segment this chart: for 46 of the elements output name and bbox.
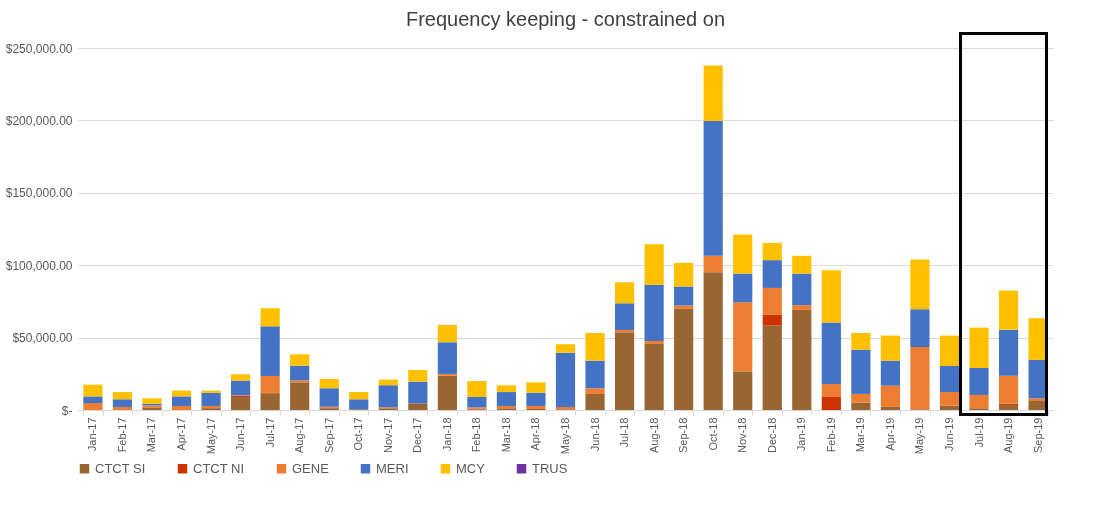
- x-tick-label: Oct-18: [706, 417, 719, 451]
- x-tick-label: Aug-18: [647, 417, 660, 453]
- x-tick-label: Nov-18: [736, 417, 749, 453]
- x-tick-label: May-17: [204, 417, 217, 455]
- x-tick-label: Jun-19: [942, 417, 955, 452]
- legend-label: TRUS: [532, 460, 568, 476]
- y-tick-label: $200,000.00: [5, 113, 73, 128]
- x-tick-label: Jul-17: [263, 417, 276, 448]
- y-tick-label: $150,000.00: [5, 186, 73, 201]
- x-tick-label: Jul-18: [618, 417, 631, 448]
- x-tick-label: Mar-17: [145, 417, 158, 453]
- x-tick-label: Jan-17: [86, 417, 99, 452]
- legend-label: MCY: [456, 460, 486, 476]
- y-tick-label: $50,000.00: [12, 331, 73, 346]
- x-tick-label: Aug-17: [293, 417, 306, 453]
- x-tick-label: Jul-19: [972, 417, 985, 448]
- x-tick-label: Feb-17: [115, 417, 128, 453]
- x-tick-label: Apr-17: [175, 417, 188, 451]
- x-tick-label: Nov-17: [381, 417, 394, 453]
- x-tick-label: Jan-18: [440, 417, 453, 452]
- x-tick-label: Apr-18: [529, 417, 542, 451]
- x-tick-label: Jun-17: [234, 417, 247, 452]
- legend-label: GENE: [292, 460, 330, 476]
- x-tick-label: Oct-17: [352, 417, 365, 451]
- x-tick-label: Feb-19: [824, 417, 837, 453]
- x-tick-label: Mar-18: [499, 417, 512, 453]
- x-tick-label: Sep-18: [677, 417, 690, 453]
- chart-title: Frequency keeping - constrained on: [405, 8, 726, 30]
- x-tick-label: Mar-19: [854, 417, 867, 453]
- x-tick-label: Sep-17: [322, 417, 335, 453]
- legend-label: CTCT SI: [95, 460, 146, 476]
- x-tick-label: Jun-18: [588, 417, 601, 452]
- x-tick-label: Feb-18: [470, 417, 483, 453]
- x-tick-label: Aug-19: [1002, 417, 1015, 453]
- x-tick-label: Dec-18: [765, 417, 778, 453]
- x-tick-label: Apr-19: [883, 417, 896, 451]
- y-tick-label: $-: [61, 403, 73, 418]
- y-tick-label: $100,000.00: [5, 258, 73, 273]
- x-tick-label: Sep-19: [1031, 417, 1044, 453]
- x-tick-label: Jan-19: [795, 417, 808, 452]
- legend-label: CTCT NI: [193, 460, 245, 476]
- x-tick-label: May-18: [559, 417, 571, 455]
- y-tick-label: $250,000.00: [5, 41, 73, 56]
- x-tick-label: Dec-17: [411, 417, 424, 453]
- x-tick-label: May-19: [913, 417, 926, 455]
- legend-label: MERI: [376, 460, 409, 476]
